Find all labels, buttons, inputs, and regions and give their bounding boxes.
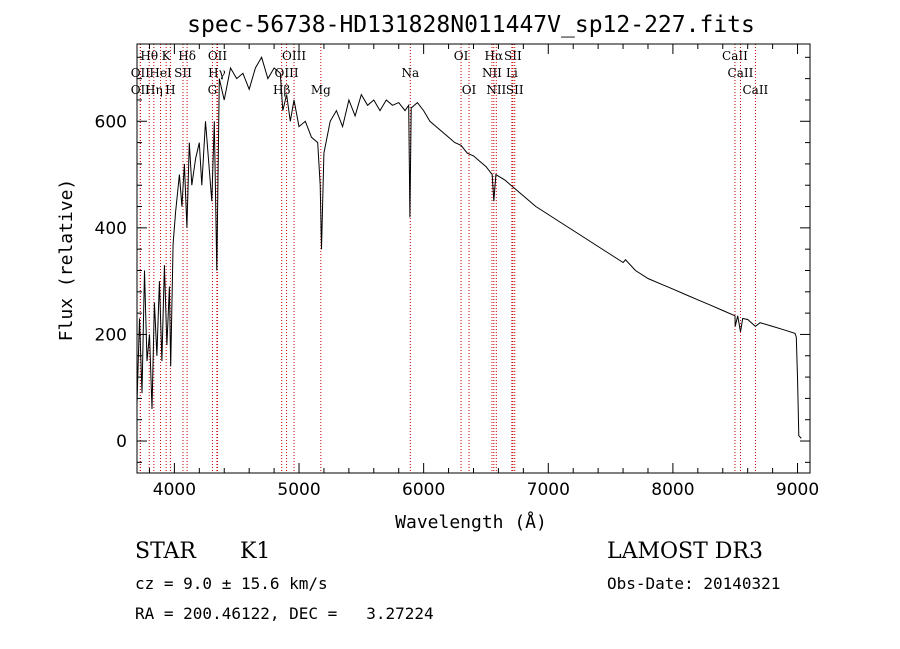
marker-label-25: NII <box>486 83 506 97</box>
chart-title: spec-56738-HD131828N011447V_sp12-227.fit… <box>187 12 755 38</box>
y-tick-label-2: 400 <box>95 219 127 239</box>
y-tick-label-1: 200 <box>95 325 127 345</box>
marker-label-9: OII <box>131 66 151 80</box>
axis-ticks: 4000 5000 6000 7000 8000 9000 0 200 400 600 <box>95 44 819 500</box>
marker-label-12: Hγ <box>208 66 226 80</box>
marker-label-2: Hδ <box>178 49 196 63</box>
observation-date: Obs-Date: 20140321 <box>607 574 781 593</box>
y-tick-label-3: 600 <box>95 112 127 132</box>
x-tick-label-1: 5000 <box>277 480 320 500</box>
survey-name: LAMOST DR3 <box>607 539 763 564</box>
marker-label-24: OI <box>462 83 477 97</box>
y-tick-label-0: 0 <box>116 432 127 452</box>
marker-label-21: G <box>208 83 218 97</box>
marker-label-0: Hθ <box>140 49 158 63</box>
x-tick-label-2: 6000 <box>402 480 445 500</box>
spectrum-line <box>136 56 802 439</box>
x-tick-label-5: 9000 <box>776 480 819 500</box>
x-tick-label-0: 4000 <box>153 480 196 500</box>
marker-label-11: SII <box>174 66 192 80</box>
marker-label-18: OII <box>131 83 151 97</box>
marker-label-8: CaII <box>722 49 748 63</box>
marker-label-19: Hη <box>145 83 163 97</box>
object-class: STAR <box>135 539 196 564</box>
marker-label-7: SII <box>504 49 522 63</box>
x-axis-label: Wavelength (Å) <box>395 511 547 533</box>
marker-label-10: HeI <box>149 66 172 80</box>
marker-label-27: CaII <box>742 83 768 97</box>
marker-label-16: Li <box>506 66 518 80</box>
marker-label-5: OI <box>454 49 469 63</box>
marker-label-23: Mg <box>311 83 331 97</box>
marker-label-14: Na <box>401 66 419 80</box>
marker-label-3: OII <box>208 49 228 63</box>
redshift-cz: cz = 9.0 ± 15.6 km/s <box>135 574 328 593</box>
object-subclass: K1 <box>240 539 271 564</box>
y-axis-label: Flux (relative) <box>56 179 77 342</box>
plot-frame <box>136 43 811 474</box>
ra-dec-coordinates: RA = 200.46122, DEC = 3.27224 <box>135 604 434 623</box>
marker-label-20: H <box>165 83 175 97</box>
marker-label-13: OIII <box>275 66 299 80</box>
marker-label-17: CaII <box>728 66 754 80</box>
marker-label-15: NII <box>482 66 502 80</box>
marker-label-4: OIII <box>282 49 306 63</box>
marker-label-26: SII <box>506 83 524 97</box>
x-tick-label-4: 8000 <box>651 480 694 500</box>
x-tick-label-3: 7000 <box>527 480 570 500</box>
marker-label-6: Hα <box>485 49 504 63</box>
marker-label-1: K <box>162 49 172 63</box>
